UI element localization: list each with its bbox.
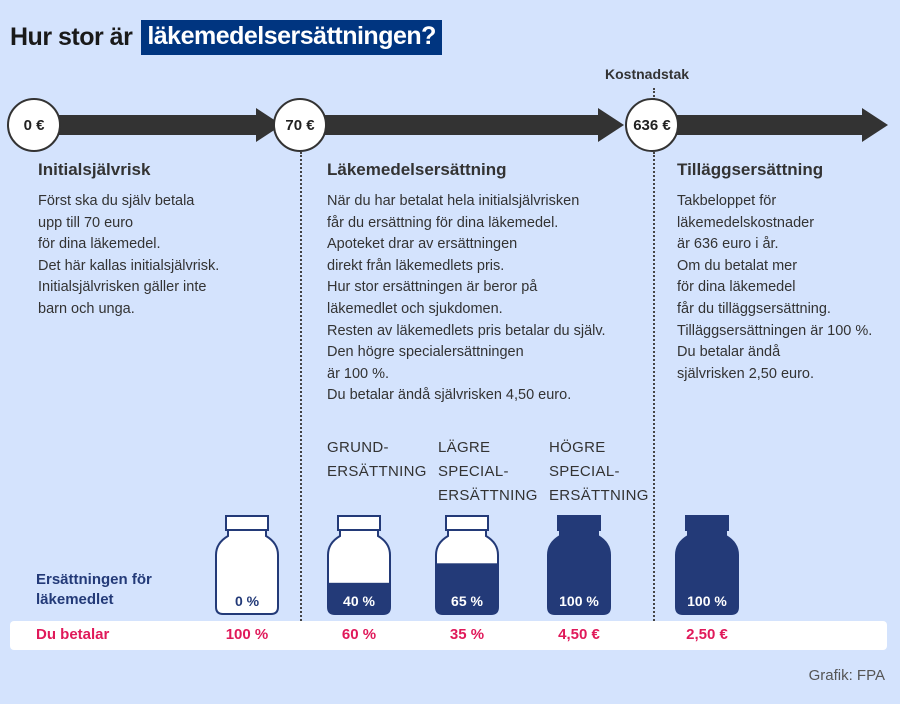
category-lower-special: LÄGRE SPECIAL- ERSÄTTNING: [438, 439, 538, 504]
compensation-value: 0 %: [234, 593, 260, 609]
section-title-additional: Tilläggsersättning: [677, 160, 824, 179]
pay-value-higher-special: 4,50 €: [558, 626, 600, 643]
marker-label: 0 €: [23, 116, 45, 134]
timeline-marker-0: 0 €: [7, 98, 61, 152]
bottle-icon: 65 %: [434, 515, 500, 615]
compensation-value: 100 %: [559, 593, 599, 609]
pay-value-basic: 60 %: [341, 626, 377, 643]
pay-value-additional: 2,50 €: [686, 626, 728, 643]
title-prefix: Hur stor är: [10, 23, 133, 51]
title-highlight: läkemedelsersättningen?: [141, 20, 442, 55]
timeline-arrow-3: [677, 115, 867, 135]
bottle-icon: 100 %: [674, 515, 740, 615]
timeline-marker-70: 70 €: [273, 98, 327, 152]
compensation-value: 65 %: [451, 593, 483, 609]
bottle-icon: 40 %: [326, 515, 392, 615]
compensation-label: Ersättningen för läkemedlet: [36, 571, 152, 608]
pay-label: Du betalar: [36, 626, 110, 643]
pay-value-initial: 100 %: [225, 626, 269, 643]
compensation-value: 40 %: [343, 593, 375, 609]
marker-label: 636 €: [633, 116, 671, 134]
compensation-value: 100 %: [687, 593, 727, 609]
pay-value-lower-special: 35 %: [449, 626, 485, 643]
section-text-additional: Takbeloppet för läkemedelskostnader är 6…: [677, 193, 873, 382]
bottle-icon: 100 %: [546, 515, 612, 615]
arrow-head-icon: [862, 108, 888, 142]
divider-line: [653, 152, 655, 644]
credit-label: Grafik: FPA: [808, 667, 885, 684]
divider-line: [653, 88, 655, 100]
section-text-reimbursement: När du har betalat hela initialsjälvrisk…: [327, 193, 606, 404]
timeline-marker-636: 636 €: [625, 98, 679, 152]
page-title: Hur stor är läkemedelsersättningen?: [10, 20, 442, 55]
bottle-icon: 0 %: [214, 515, 280, 615]
arrow-head-icon: [598, 108, 624, 142]
section-title-reimbursement: Läkemedelsersättning: [327, 160, 507, 179]
cost-ceiling-label: Kostnadstak: [605, 66, 690, 82]
pay-row: [10, 621, 887, 650]
section-title-initial: Initialsjälvrisk: [38, 160, 151, 179]
category-higher-special: HÖGRE SPECIAL- ERSÄTTNING: [549, 439, 649, 504]
category-basic: GRUND- ERSÄTTNING: [327, 439, 427, 480]
marker-label: 70 €: [285, 116, 315, 134]
timeline-arrow-1: [55, 115, 260, 135]
section-text-initial: Först ska du själv betala upp till 70 eu…: [38, 193, 220, 317]
divider-line: [300, 152, 302, 644]
timeline-arrow-2: [325, 115, 602, 135]
